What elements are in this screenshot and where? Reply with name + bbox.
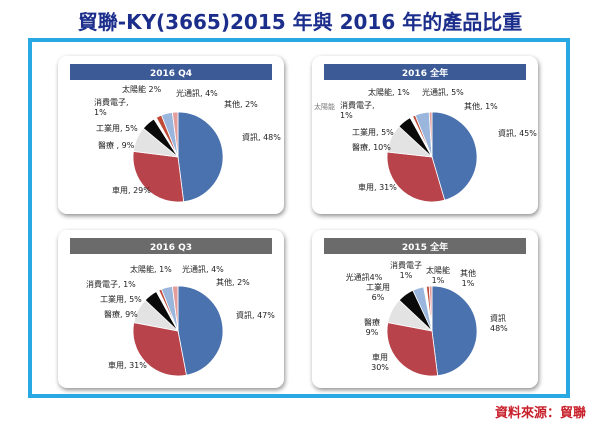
pie-slice-資訊 <box>177 111 224 203</box>
pie-slice-其他 <box>428 285 433 332</box>
chart-title: 2016 Q3 <box>150 243 192 253</box>
slice-label: 光通訊, 4% <box>176 88 218 98</box>
slice-label: 醫療, 10% <box>352 142 391 152</box>
source-note: 資料來源：貿聯 <box>494 406 586 421</box>
pie-panel-2015-full-year: 2015 全年資訊 48% 車用 30% 醫療 9% 工業用 6% 光通訊4% 消費電子 1% 太陽能… <box>312 230 538 388</box>
pie-slice-車用 <box>132 322 187 377</box>
pie-slice-資訊 <box>177 285 224 376</box>
slice-label: 車用, 31% <box>358 182 397 192</box>
slice-label: 資訊 48% <box>490 313 508 333</box>
chart-header-bar <box>70 238 272 254</box>
pie-slice-資訊 <box>431 285 478 377</box>
slice-label: 光通訊, 5% <box>422 87 464 97</box>
slice-label: 其他, 2% <box>224 99 258 109</box>
chart-title: 2016 全年 <box>402 67 448 79</box>
slice-label: 太陽能 1% <box>426 265 450 285</box>
pie-chart: 2016 Q3 資訊, 47% 車用, 31% 醫療, 9% 工業用, 5% 消費電子, … <box>70 238 275 377</box>
chart-header-bar <box>324 238 526 254</box>
slice-label: 工業用, 5% <box>352 127 394 137</box>
pie-slice-其他 <box>428 111 433 158</box>
pie-slice-車用 <box>132 150 185 203</box>
slice-label: 消費電子, 1% <box>340 100 375 120</box>
slice-label: 光通訊, 4% <box>182 264 224 274</box>
slice-label: 消費電子 1% <box>390 260 422 280</box>
slice-label: 醫療 , 9% <box>98 140 135 150</box>
page-title: 貿聯-KY(3665)2015 年與 2016 年的產品比重 <box>77 10 523 34</box>
chart-header-bar <box>324 64 526 80</box>
stray-label: 太陽能 <box>314 102 335 111</box>
slice-label: 消費電子, 1% <box>86 279 136 289</box>
slice-label: 其他 1% <box>460 268 476 288</box>
slice-label: 資訊, 45% <box>498 128 537 138</box>
slice-label: 車用, 29% <box>112 185 151 195</box>
pie-chart: 2016 Q4 資訊, 48% 車用, 29% 醫療 , 9% 工業用, 5% 消費電子,… <box>70 64 281 203</box>
slice-label: 工業用, 5% <box>100 294 142 304</box>
slice-label: 醫療 9% <box>364 317 380 337</box>
slice-label: 其他, 1% <box>464 101 498 111</box>
slice-label: 車用, 31% <box>108 360 147 370</box>
slice-label: 太陽能 2% <box>122 84 162 94</box>
chart-title: 2015 全年 <box>402 241 448 253</box>
pie-slice-資訊 <box>431 111 478 201</box>
chart-header-bar <box>70 64 272 80</box>
pie-slice-其他 <box>171 111 179 158</box>
slice-label: 工業用 6% <box>366 282 390 302</box>
pie-slice-車用 <box>386 151 446 203</box>
slice-label: 消費電子, 1% <box>94 97 129 117</box>
slice-label: 其他, 2% <box>216 277 250 287</box>
pie-panel-2016-q3: 2016 Q3 資訊, 47% 車用, 31% 醫療, 9% 工業用, 5% 消費電子, … <box>58 230 284 388</box>
pie-panel-2016-q4: 2016 Q4 資訊, 48% 車用, 29% 醫療 , 9% 工業用, 5% 消費電子,… <box>58 56 284 214</box>
pie-panel-2016-full-year: 2016 全年資訊, 45% 車用, 31% 醫療, 10% 工業用, 5% 消費電子,… <box>312 56 538 214</box>
slice-label: 車用 30% <box>371 352 389 372</box>
chart-title: 2016 Q4 <box>150 69 192 79</box>
charts-frame: 2016 Q4 資訊, 48% 車用, 29% 醫療 , 9% 工業用, 5% 消費電子,… <box>28 38 570 398</box>
slice-label: 資訊, 48% <box>242 132 281 142</box>
pie-slice-車用 <box>386 322 439 377</box>
slice-label: 醫療, 9% <box>104 309 138 319</box>
slice-label: 資訊, 47% <box>236 310 275 320</box>
slice-label: 太陽能, 1% <box>368 87 410 97</box>
slice-label: 太陽能, 1% <box>130 264 172 274</box>
slice-label: 工業用, 5% <box>96 123 138 133</box>
slice-label: 光通訊4% <box>346 272 383 282</box>
pie-slice-其他 <box>171 285 179 332</box>
